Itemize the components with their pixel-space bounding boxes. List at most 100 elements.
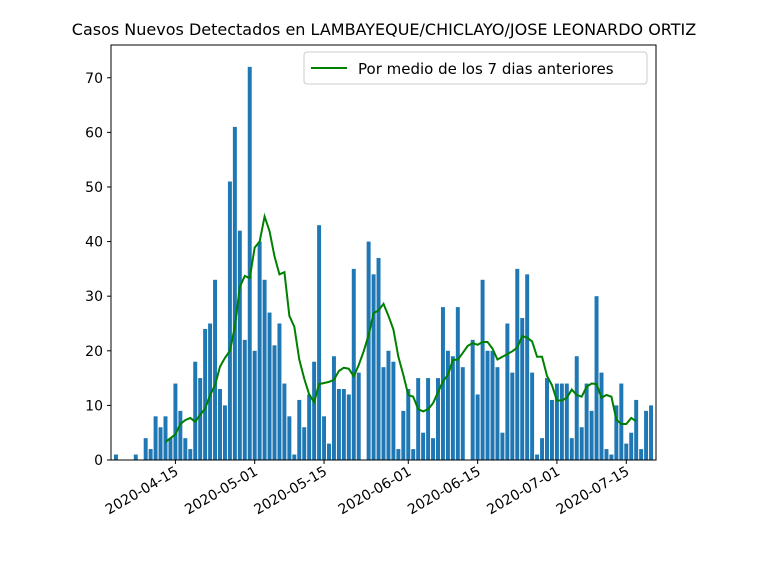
bar-series bbox=[113, 66, 654, 460]
bar bbox=[485, 350, 490, 460]
bar bbox=[133, 454, 138, 460]
bar bbox=[143, 438, 148, 460]
bar bbox=[450, 356, 455, 460]
bar bbox=[455, 307, 460, 460]
x-tick-label: 2020-06-15 bbox=[405, 464, 483, 519]
legend: Por medio de los 7 dias anteriores bbox=[303, 51, 648, 85]
bar bbox=[401, 410, 406, 460]
bar bbox=[331, 356, 336, 460]
bar bbox=[193, 361, 198, 460]
plot-frame bbox=[110, 44, 657, 461]
bar bbox=[113, 454, 118, 460]
bar bbox=[222, 405, 227, 460]
x-tick-label: 2020-06-01 bbox=[336, 464, 414, 519]
bar bbox=[396, 449, 401, 460]
y-tick-label: 70 bbox=[85, 71, 103, 87]
bar bbox=[153, 416, 158, 460]
y-tick-label: 10 bbox=[85, 398, 103, 414]
bar bbox=[416, 378, 421, 460]
bar bbox=[386, 350, 391, 460]
bar bbox=[520, 318, 525, 460]
bar bbox=[549, 399, 554, 460]
bar bbox=[336, 389, 341, 460]
bar bbox=[530, 372, 535, 460]
bar bbox=[445, 350, 450, 460]
bar bbox=[505, 323, 510, 460]
legend-box bbox=[303, 51, 648, 85]
bar bbox=[312, 361, 317, 460]
moving-average-line bbox=[164, 212, 637, 443]
bar bbox=[559, 383, 564, 460]
bar bbox=[634, 399, 639, 460]
bar bbox=[614, 405, 619, 460]
x-tick-label: 2020-05-01 bbox=[182, 464, 260, 519]
bar bbox=[178, 410, 183, 460]
bar bbox=[411, 449, 416, 460]
bar bbox=[227, 181, 232, 460]
bar bbox=[282, 383, 287, 460]
bar bbox=[163, 416, 168, 460]
bar bbox=[639, 449, 644, 460]
bar bbox=[540, 438, 545, 460]
bar bbox=[574, 356, 579, 460]
y-axis: 0 10 20 30 40 50 60 70 bbox=[85, 71, 111, 469]
bar bbox=[495, 367, 500, 460]
bar bbox=[589, 410, 594, 460]
bar bbox=[569, 438, 574, 460]
bar bbox=[242, 339, 247, 460]
bar bbox=[381, 367, 386, 460]
bar bbox=[237, 230, 242, 460]
legend-label: Por medio de los 7 dias anteriores bbox=[358, 60, 614, 78]
bar bbox=[545, 378, 549, 460]
bar bbox=[302, 427, 307, 460]
bar bbox=[297, 399, 302, 460]
bar bbox=[535, 454, 540, 460]
bar bbox=[371, 274, 376, 460]
bar bbox=[247, 66, 252, 460]
bar bbox=[346, 394, 351, 460]
bar bbox=[470, 339, 475, 460]
bar bbox=[148, 449, 153, 460]
bar bbox=[277, 323, 282, 460]
bar bbox=[213, 279, 218, 460]
bar bbox=[208, 323, 213, 460]
bar bbox=[292, 454, 297, 460]
bar bbox=[262, 279, 267, 460]
bar bbox=[431, 438, 436, 460]
bar bbox=[257, 241, 262, 460]
bar bbox=[500, 432, 505, 460]
y-tick-label: 30 bbox=[85, 289, 103, 305]
x-tick-label: 2020-07-01 bbox=[484, 464, 562, 519]
bar bbox=[267, 312, 272, 460]
bar bbox=[272, 345, 277, 460]
bar bbox=[307, 394, 312, 460]
bar bbox=[203, 328, 208, 460]
bar bbox=[406, 389, 411, 460]
bar bbox=[218, 389, 222, 460]
bar bbox=[356, 372, 361, 460]
bar bbox=[599, 372, 604, 460]
y-tick-label: 0 bbox=[94, 453, 103, 469]
x-tick-label: 2020-07-15 bbox=[554, 464, 632, 519]
bar bbox=[624, 443, 629, 460]
bar bbox=[232, 126, 237, 460]
bar bbox=[649, 405, 654, 460]
bar bbox=[644, 410, 649, 460]
y-tick-label: 60 bbox=[85, 125, 103, 141]
bar bbox=[490, 350, 495, 460]
bar bbox=[158, 427, 163, 460]
bar bbox=[252, 350, 257, 460]
bar bbox=[426, 378, 431, 460]
bar bbox=[460, 367, 465, 460]
y-tick-label: 20 bbox=[85, 344, 103, 360]
y-tick-label: 50 bbox=[85, 180, 103, 196]
bar bbox=[619, 383, 624, 460]
bar bbox=[188, 449, 193, 460]
bar bbox=[391, 361, 396, 460]
bar bbox=[436, 378, 440, 460]
bar bbox=[584, 383, 589, 460]
bar bbox=[515, 268, 520, 460]
bar bbox=[168, 438, 173, 460]
bar bbox=[510, 372, 515, 460]
